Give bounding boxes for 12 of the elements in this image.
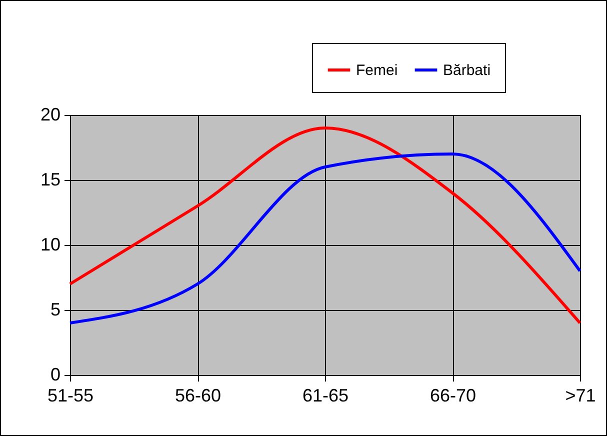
- x-tick-label: 66-70: [430, 386, 476, 406]
- x-tick-label: 61-65: [302, 386, 349, 406]
- x-tick-label: 51-55: [47, 386, 94, 406]
- y-tick-label: 15: [40, 170, 60, 190]
- y-tick-label: 10: [40, 234, 60, 254]
- y-tick-label: 5: [50, 300, 60, 320]
- legend-label: Bărbati: [443, 62, 491, 79]
- legend-label: Femei: [356, 62, 398, 79]
- x-tick-label: 56-60: [174, 386, 222, 406]
- y-tick-label: 20: [40, 104, 60, 124]
- x-tick-label: >71: [565, 386, 596, 406]
- y-tick-label: 0: [50, 364, 60, 384]
